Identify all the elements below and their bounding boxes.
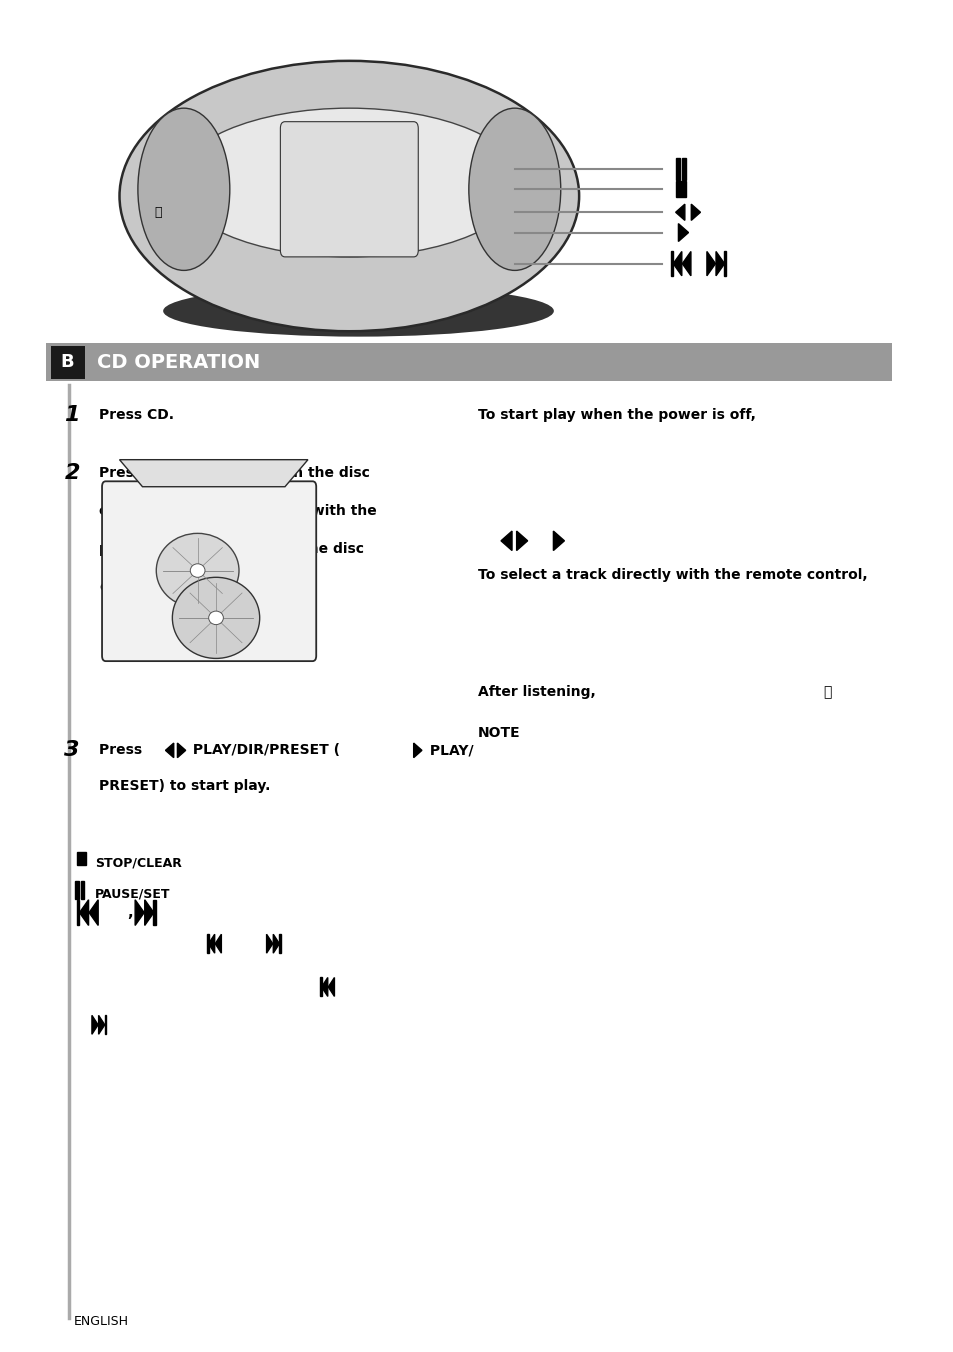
Bar <box>105 1015 106 1034</box>
Polygon shape <box>321 977 328 996</box>
Polygon shape <box>716 251 724 276</box>
Polygon shape <box>706 251 715 276</box>
Polygon shape <box>517 531 527 550</box>
Text: 2: 2 <box>64 464 80 483</box>
Polygon shape <box>678 223 688 242</box>
Ellipse shape <box>176 108 521 257</box>
Text: printed side up and close the disc: printed side up and close the disc <box>99 542 364 556</box>
Bar <box>153 900 155 925</box>
Polygon shape <box>414 744 421 757</box>
Text: Press: Press <box>99 744 147 757</box>
Text: PRESET) to start play.: PRESET) to start play. <box>99 779 271 792</box>
Ellipse shape <box>119 61 578 331</box>
Bar <box>51 346 85 379</box>
Text: Press CD.: Press CD. <box>99 408 174 422</box>
Text: NOTE: NOTE <box>477 726 520 740</box>
Ellipse shape <box>163 285 554 337</box>
Ellipse shape <box>172 577 259 658</box>
Ellipse shape <box>156 534 239 608</box>
Text: 1: 1 <box>64 406 80 425</box>
Ellipse shape <box>190 564 205 577</box>
Bar <box>675 158 679 180</box>
Polygon shape <box>98 1015 105 1034</box>
Text: To select a track directly with the remote control,: To select a track directly with the remo… <box>477 568 866 581</box>
Bar <box>207 934 209 953</box>
Text: CD OPERATION: CD OPERATION <box>96 353 259 372</box>
Text: PAUSE/SET: PAUSE/SET <box>94 887 170 900</box>
Text: ENGLISH: ENGLISH <box>73 1314 129 1328</box>
Text: B: B <box>61 353 74 372</box>
Polygon shape <box>89 900 98 925</box>
Bar <box>46 343 891 381</box>
Polygon shape <box>553 531 564 550</box>
Text: ⏻: ⏻ <box>154 206 162 219</box>
Bar <box>681 158 686 180</box>
Text: To start play when the power is off,: To start play when the power is off, <box>477 408 755 422</box>
Polygon shape <box>673 251 681 276</box>
Ellipse shape <box>138 108 230 270</box>
Polygon shape <box>135 900 144 925</box>
Polygon shape <box>681 251 690 276</box>
Text: compartment.: compartment. <box>99 580 210 594</box>
FancyBboxPatch shape <box>280 122 417 257</box>
Polygon shape <box>209 934 214 953</box>
Text: ⏻: ⏻ <box>822 685 831 699</box>
Polygon shape <box>145 900 153 925</box>
Bar <box>723 251 725 276</box>
Text: ,: , <box>127 904 132 921</box>
Bar <box>77 900 79 925</box>
Bar <box>675 181 686 197</box>
Text: compartment. Place a disc with the: compartment. Place a disc with the <box>99 504 376 518</box>
Polygon shape <box>500 531 512 550</box>
Bar <box>670 251 673 276</box>
Text: STOP/CLEAR: STOP/CLEAR <box>94 856 181 869</box>
Text: PLAY/: PLAY/ <box>424 744 473 757</box>
Polygon shape <box>328 977 335 996</box>
Bar <box>77 852 86 865</box>
Polygon shape <box>215 934 221 953</box>
Polygon shape <box>119 460 308 487</box>
Text: 3: 3 <box>64 741 80 760</box>
Bar <box>279 934 281 953</box>
Polygon shape <box>91 1015 98 1034</box>
Bar <box>75 880 79 899</box>
Ellipse shape <box>209 611 223 625</box>
Text: PLAY/DIR/PRESET (: PLAY/DIR/PRESET ( <box>189 744 340 757</box>
Polygon shape <box>675 204 684 220</box>
Text: Press PUSH OPEN to open the disc: Press PUSH OPEN to open the disc <box>99 466 370 480</box>
Polygon shape <box>177 744 186 757</box>
Polygon shape <box>691 204 700 220</box>
Polygon shape <box>79 900 89 925</box>
Bar <box>81 880 85 899</box>
FancyBboxPatch shape <box>102 481 315 661</box>
Bar <box>319 977 321 996</box>
Polygon shape <box>165 744 173 757</box>
Polygon shape <box>273 934 279 953</box>
Text: After listening,: After listening, <box>477 685 595 699</box>
Polygon shape <box>266 934 273 953</box>
Ellipse shape <box>468 108 560 270</box>
